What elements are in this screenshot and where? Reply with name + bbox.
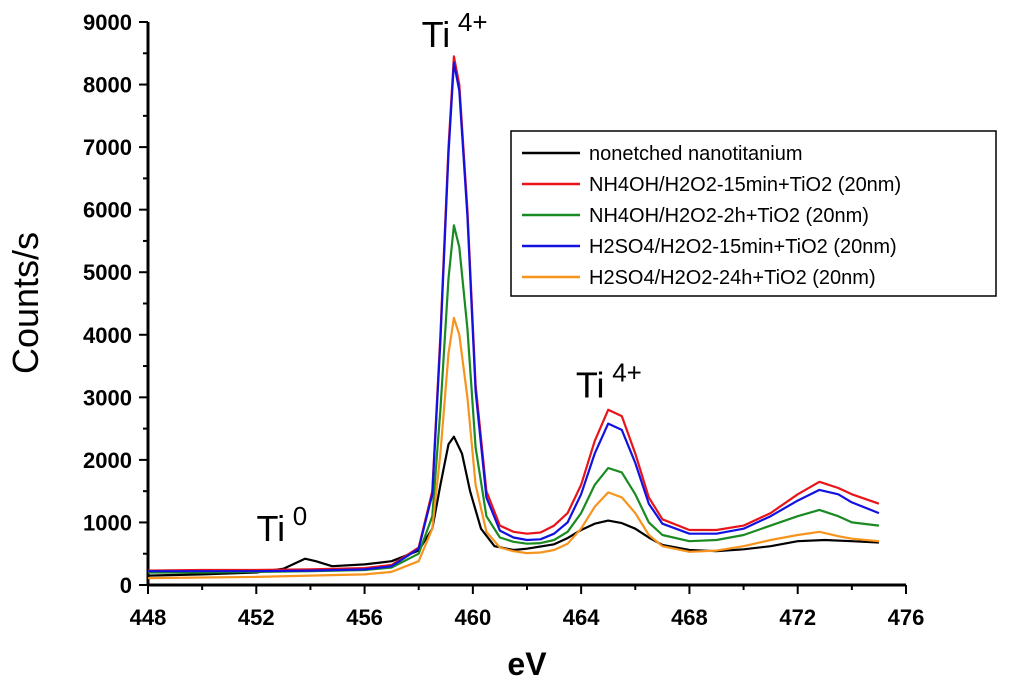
legend-box [510, 130, 997, 297]
series-lines [147, 55, 880, 580]
x-tick-labels: 448 452 456 460 464 468 472 476 [130, 605, 925, 630]
annotation-base: Ti [422, 14, 451, 55]
axes [146, 22, 906, 587]
x-tick-label: 476 [888, 605, 925, 630]
y-tick-label: 9000 [83, 10, 132, 35]
y-tick-label: 7000 [83, 135, 132, 160]
x-tick-label: 460 [454, 605, 491, 630]
y-tick-label: 4000 [83, 323, 132, 348]
x-tick-label: 472 [779, 605, 816, 630]
x-tick-label: 448 [130, 605, 167, 630]
annotation-base: Ti [576, 364, 605, 405]
y-tick-label: 3000 [83, 385, 132, 410]
annotation-sup: 4+ [458, 7, 488, 37]
y-tick-label: 8000 [83, 73, 132, 98]
x-axis-title: eV [507, 646, 547, 682]
legend-label-2: NH4OH/H2O2-2h+TiO2 (20nm) [589, 205, 869, 227]
legend-label-3: H2SO4/H2O2-15min+TiO2 (20nm) [589, 236, 897, 258]
legend-label-4: H2SO4/H2O2-24h+TiO2 (20nm) [589, 267, 876, 289]
y-tick-labels: 0 1000 2000 3000 4000 5000 6000 7000 8000 9000 [83, 10, 132, 598]
legend: nonetched nanotitanium NH4OH/H2O2-15min+T… [510, 130, 997, 297]
y-tick-label: 5000 [83, 260, 132, 285]
x-tick-label: 468 [671, 605, 708, 630]
y-tick-label: 1000 [83, 510, 132, 535]
x-tick-label: 452 [238, 605, 275, 630]
annotation-sup: 4+ [612, 357, 642, 387]
y-tick-label: 0 [120, 573, 132, 598]
legend-entries: nonetched nanotitanium NH4OH/H2O2-15min+T… [522, 143, 901, 289]
annotation-base: Ti [256, 508, 285, 549]
series-line-2 [148, 224, 880, 574]
y-axis-title: Counts/s [5, 232, 46, 374]
ticks [139, 21, 907, 594]
legend-label-1: NH4OH/H2O2-15min+TiO2 (20nm) [589, 174, 901, 196]
series-line-4 [147, 316, 880, 580]
annotation-ti4-sat: Ti 4+ [576, 357, 642, 405]
y-tick-label: 2000 [83, 448, 132, 473]
annotation-ti4-main: Ti 4+ [422, 7, 488, 55]
x-tick-label: 464 [563, 605, 600, 630]
legend-label-0: nonetched nanotitanium [589, 143, 803, 165]
annotation-sup: 0 [293, 501, 307, 531]
x-tick-label: 456 [346, 605, 383, 630]
annotations: Ti 0Ti 4+Ti 4+ [256, 7, 641, 549]
y-tick-label: 6000 [83, 198, 132, 223]
annotation-ti0: Ti 0 [256, 501, 307, 549]
series-line-3 [148, 61, 880, 573]
series-line-0 [147, 435, 879, 577]
